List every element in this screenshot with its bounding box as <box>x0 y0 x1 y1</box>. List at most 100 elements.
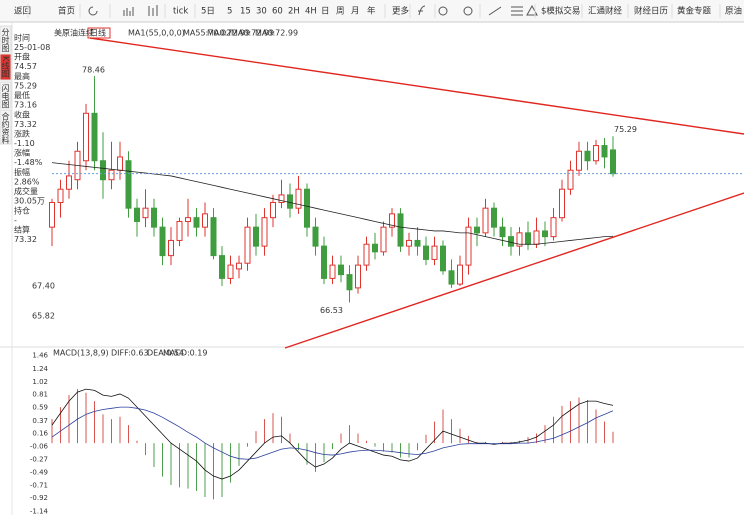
candle-body <box>440 245 446 272</box>
candle-body <box>236 262 242 270</box>
toolbar-button[interactable]: 首页 <box>58 6 75 17</box>
zoom-out-icon[interactable] <box>438 6 448 16</box>
candle-body <box>185 217 191 222</box>
candle-body <box>168 239 174 257</box>
candle-body <box>142 207 149 219</box>
period-badge <box>87 27 111 39</box>
toolbar-button[interactable]: 财经日历 <box>634 6 669 17</box>
bars-icon[interactable] <box>123 7 134 16</box>
side-tab-bg[interactable] <box>0 25 12 53</box>
indicator-label: MA1(55,0,0,0) <box>128 29 185 38</box>
toolbar-button[interactable]: 30 <box>256 7 267 17</box>
y-tick-label: 1.02 <box>32 378 48 386</box>
candle-body <box>66 175 72 190</box>
toolbar-button[interactable]: 年 <box>367 6 376 17</box>
line-tool-icon[interactable] <box>488 6 502 16</box>
info-label: 收盘 <box>14 109 30 119</box>
candle-body <box>57 188 64 203</box>
indicator-label: MA0:72.99 <box>231 29 274 38</box>
candle-body <box>287 194 293 209</box>
indicator-label: MA0:72.99 <box>255 29 298 38</box>
legend-label: DEA:0.54 <box>147 349 184 358</box>
toolbar-button[interactable]: 汇通财经 <box>588 6 623 17</box>
toolbar-button[interactable]: 60 <box>272 7 283 17</box>
candle-body <box>253 226 259 247</box>
toolbar-button[interactable]: 原油 <box>725 6 742 17</box>
info-value: - <box>14 216 17 225</box>
candle-body <box>159 226 166 257</box>
candle-body <box>567 169 574 190</box>
toolbar-button[interactable]: 5日 <box>201 7 215 17</box>
toolbar-button[interactable]: 4H <box>305 7 317 17</box>
toolbar-button[interactable]: 周 <box>336 7 345 17</box>
toolbar-button[interactable]: 5 <box>227 7 232 17</box>
refresh-icon[interactable] <box>88 6 98 16</box>
candle-body <box>380 226 387 253</box>
candle-body <box>108 169 115 181</box>
candle-body <box>508 236 514 247</box>
toolbar-button[interactable]: $模拟交易 <box>541 6 580 17</box>
candle-body <box>516 232 523 247</box>
hlines-icon[interactable] <box>511 6 523 16</box>
fx-icon[interactable] <box>418 5 426 16</box>
legend-label: MACD:0.19 <box>163 349 208 358</box>
y-tick-label: -0.92 <box>30 494 48 502</box>
side-tab[interactable]: 闪电图 <box>1 84 10 109</box>
candle-body <box>312 226 319 247</box>
info-value: 73.16 <box>14 101 37 110</box>
y-tick-label: -0.06 <box>30 443 49 451</box>
candle-body <box>176 220 183 241</box>
toolbar-button[interactable]: 15 <box>240 7 251 17</box>
y-tick-label: 0.16 <box>32 430 48 438</box>
toolbar-button[interactable]: tick <box>173 7 188 17</box>
toolbar-button[interactable]: 返回 <box>14 6 31 17</box>
candle-body <box>576 150 582 171</box>
info-label: 最低 <box>14 90 30 100</box>
candle-body <box>227 264 234 279</box>
trend-line-upper <box>89 37 744 135</box>
info-value: -1.48% <box>14 158 43 167</box>
y-tick-label: -0.71 <box>30 482 48 490</box>
side-tab-bg[interactable] <box>0 53 12 81</box>
ma-line <box>51 162 614 245</box>
y-tick-label: -0.27 <box>30 455 48 463</box>
side-tab[interactable]: K线图 <box>1 56 10 78</box>
candle-body <box>465 226 472 266</box>
toolbar-button[interactable]: 更多 <box>392 6 410 17</box>
candle-body <box>304 188 310 228</box>
toolbar-button[interactable]: 月 <box>351 7 360 17</box>
candle-body <box>261 217 268 247</box>
candle-icon[interactable] <box>148 5 158 16</box>
legend-label: DIFF:0.63 <box>111 349 149 358</box>
toolbar-button[interactable]: 2H <box>288 7 300 17</box>
toolbar-button[interactable]: 黄金专题 <box>677 6 712 17</box>
zoom-in-icon[interactable] <box>463 6 473 16</box>
info-label: 振幅 <box>14 167 30 177</box>
candle-body <box>431 245 438 260</box>
toolbar-button[interactable]: 日 <box>321 7 330 17</box>
y-tick-label: 65.82 <box>32 311 55 320</box>
candle-body <box>346 274 353 291</box>
candle-body <box>151 207 157 228</box>
y-tick-label: 1.24 <box>32 365 48 373</box>
candle-body <box>338 264 344 276</box>
info-label: 时间 <box>14 33 30 43</box>
info-label: 最高 <box>14 71 30 81</box>
side-tab-bg[interactable] <box>0 109 12 145</box>
info-label: 持仓 <box>14 205 30 215</box>
side-tab-bg[interactable] <box>0 81 12 109</box>
side-tab[interactable]: 合约资料 <box>1 111 10 145</box>
y-tick-label: 67.40 <box>32 281 55 290</box>
y-tick-label: 0.37 <box>32 417 48 425</box>
period-badge-label: 日线 <box>90 28 106 38</box>
candle-body <box>295 188 302 209</box>
candle-body <box>610 149 616 175</box>
info-value: 74.57 <box>14 62 37 71</box>
side-tab[interactable]: 分时图 <box>1 28 10 53</box>
candle-body <box>125 160 132 209</box>
candle-body <box>406 239 412 247</box>
y-tick-label: 1.46 <box>32 352 48 360</box>
candle-body <box>389 213 395 228</box>
info-value: 2.86% <box>14 177 40 186</box>
